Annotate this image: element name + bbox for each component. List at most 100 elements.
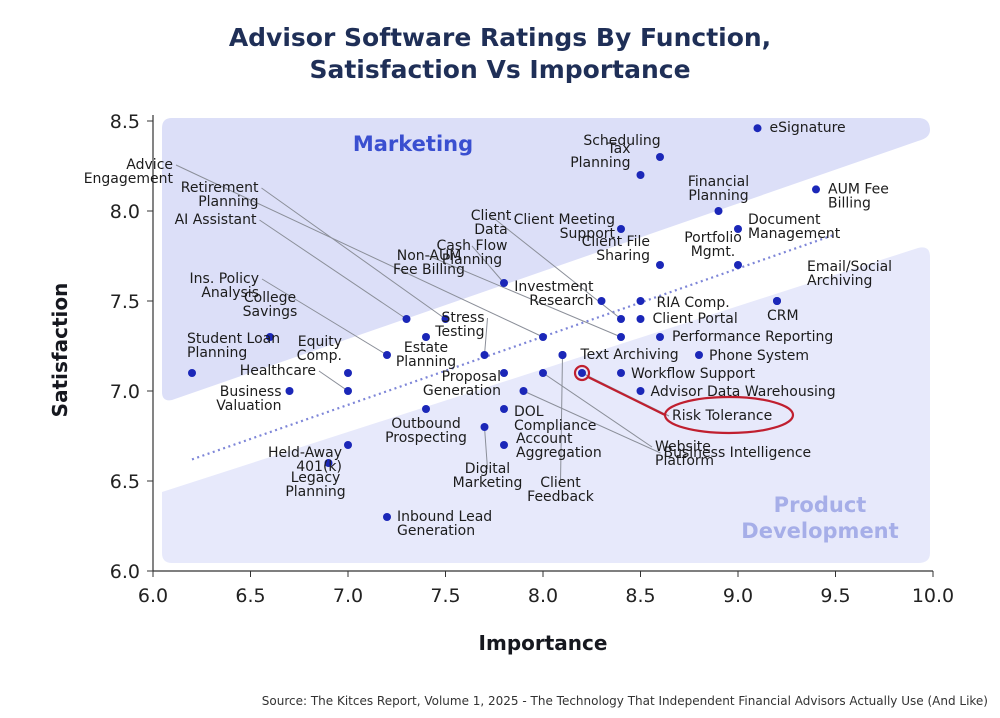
point-label-digital-marketing: Digital	[465, 461, 510, 477]
x-tick-label: 9.0	[723, 585, 753, 607]
point-label-student-loan-planning: Student Loan	[187, 331, 280, 347]
x-tick-label: 7.5	[430, 585, 460, 607]
point-label-estate-planning: Estate	[404, 340, 448, 356]
point-investment-research	[597, 297, 606, 305]
leader-line-stress-testing	[484, 317, 488, 356]
leader-line-healthcare	[318, 370, 349, 392]
point-portfolio-mgmt	[734, 261, 742, 269]
point-scheduling	[656, 153, 664, 161]
leader-line-non-aum-fee-billing	[428, 255, 622, 338]
leader-line-client-feedback	[560, 354, 563, 484]
point-label-account-aggregation: Aggregation	[516, 445, 602, 461]
x-tick-label: 6.0	[138, 585, 168, 607]
chart-title-line-1: Advisor Software Ratings By Function,	[229, 23, 771, 52]
point-label-website-platform: Platform	[655, 453, 714, 469]
point-label-client-data: Client	[471, 208, 512, 224]
point-label-financial-planning: Planning	[688, 188, 748, 204]
point-label-college-savings: College	[244, 290, 296, 306]
point-label-aum-fee-billing: AUM Fee	[828, 181, 889, 197]
point-ai-assistant	[402, 315, 411, 323]
point-website-platform	[539, 369, 547, 377]
point-label-inbound-lead-generation: Generation	[397, 523, 475, 539]
point-advice-engagement	[539, 333, 547, 341]
point-inbound-lead-generation	[383, 513, 391, 521]
x-tick-label: 7.0	[333, 585, 363, 607]
point-label-dol-compliance: Compliance	[514, 418, 596, 434]
point-digital-marketing	[480, 423, 489, 431]
leader-line-ai-assistant	[259, 219, 407, 320]
leader-line-advice-engagement	[175, 164, 544, 338]
point-cash-flow-planning	[500, 279, 508, 287]
point-label-estate-planning: Planning	[396, 354, 456, 370]
point-label-document-management: Management	[748, 226, 841, 242]
point-label-digital-marketing: Marketing	[453, 475, 523, 491]
point-outbound-prospecting	[422, 405, 430, 413]
point-label-legacy-planning: Legacy	[291, 470, 341, 486]
point-crm	[773, 297, 781, 305]
leader-line-ins-policy-analysis	[261, 278, 388, 356]
point-label-healthcare: Healthcare	[240, 363, 316, 379]
point-label-tax-planning: Planning	[570, 155, 630, 171]
point-student-loan-planning	[188, 369, 196, 377]
leader-line-digital-marketing	[484, 426, 488, 470]
point-label-held-away-401-k: 401(k)	[296, 459, 342, 475]
point-label-phone-system: Phone System	[709, 348, 809, 364]
x-tick-label: 9.5	[820, 585, 850, 607]
product-development-zone-label-1: Product	[774, 493, 867, 517]
point-label-workflow-support: Workflow Support	[631, 366, 756, 382]
point-business-valuation	[285, 387, 294, 395]
point-client-portal	[636, 315, 645, 323]
point-label-text-archiving: Text Archiving	[580, 347, 679, 363]
point-label-cash-flow-planning: Cash Flow	[437, 238, 508, 254]
point-account-aggregation	[500, 441, 508, 449]
point-label-dol-compliance: DOL	[514, 404, 544, 420]
leader-line-website-platform	[542, 372, 653, 448]
x-tick-label: 10.0	[912, 585, 954, 607]
point-label-website-platform: Website	[655, 439, 711, 455]
y-tick-label: 7.0	[110, 381, 140, 403]
point-label-client-feedback: Feedback	[527, 489, 595, 505]
point-label-account-aggregation: Account	[516, 431, 573, 447]
point-label-client-data: Data	[474, 222, 507, 238]
point-label-investment-research: Research	[529, 293, 593, 309]
point-label-college-savings: Savings	[243, 304, 298, 320]
point-stress-testing	[480, 351, 489, 359]
highlight-connector-risk-tolerance	[587, 376, 666, 416]
point-label-performance-reporting: Performance Reporting	[672, 329, 833, 345]
point-label-ins-policy-analysis: Analysis	[201, 285, 259, 301]
point-label-proposal-generation: Generation	[423, 383, 501, 399]
point-equity-comp	[344, 369, 352, 377]
highlight-ring-risk-tolerance	[573, 364, 591, 382]
chart-title-line-2: Satisfaction Vs Importance	[309, 55, 690, 84]
x-tick-label: 8.5	[625, 585, 655, 607]
point-label-ria-comp: RIA Comp.	[657, 295, 730, 311]
point-client-file-sharing	[656, 261, 664, 269]
point-label-advice-engagement: Engagement	[84, 171, 174, 187]
point-performance-reporting	[656, 333, 664, 341]
x-tick-label: 8.0	[528, 585, 558, 607]
point-label-outbound-prospecting: Outbound	[391, 416, 460, 432]
x-tick-label: 6.5	[235, 585, 265, 607]
point-ins-policy-analysis	[383, 351, 391, 359]
product-development-zone	[162, 247, 930, 563]
point-client-meeting-support	[617, 225, 625, 233]
marketing-zone-label: Marketing	[353, 132, 473, 156]
point-risk-tolerance	[578, 369, 586, 377]
point-estate-planning	[422, 333, 430, 341]
point-proposal-generation	[500, 369, 508, 377]
point-label-crm: CRM	[767, 308, 799, 324]
point-healthcare	[344, 387, 352, 395]
point-retirement-planning	[441, 315, 450, 323]
leader-line-cash-flow-planning	[471, 245, 505, 284]
y-tick-label: 6.0	[110, 561, 140, 583]
point-label-tax-planning: Tax	[606, 141, 630, 157]
point-client-feedback	[558, 351, 567, 359]
point-esignature	[753, 124, 762, 133]
point-label-business-valuation: Valuation	[216, 398, 281, 414]
point-ria-comp	[636, 297, 645, 305]
point-legacy-planning	[324, 459, 333, 467]
point-document-management	[734, 225, 742, 233]
product-development-zone-label-2: Development	[741, 519, 898, 543]
y-tick-label: 8.0	[110, 201, 140, 223]
point-label-ins-policy-analysis: Ins. Policy	[190, 271, 259, 287]
